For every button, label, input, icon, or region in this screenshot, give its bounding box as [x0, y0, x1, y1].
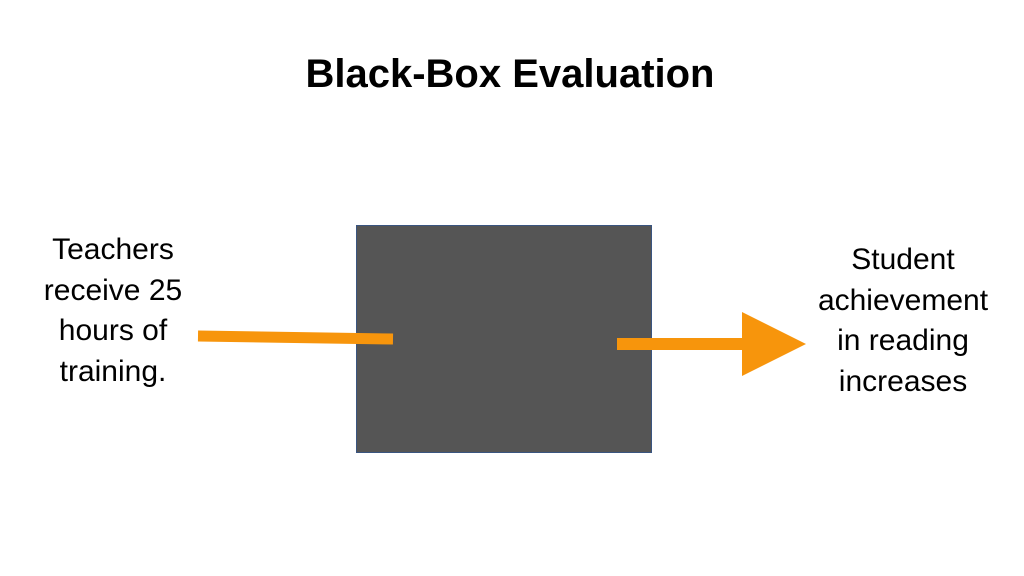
input-label-line: Teachers: [52, 233, 174, 266]
output-label: Student achievement in reading increases: [800, 240, 1006, 402]
output-label-line: achievement: [817, 283, 989, 317]
input-label-line: training.: [59, 354, 167, 388]
black-box: [356, 225, 652, 453]
output-label-line: Student: [851, 243, 955, 276]
output-label-line: in reading: [837, 324, 969, 357]
input-label-line: receive 25: [43, 273, 183, 307]
output-arrow-head: [742, 312, 806, 376]
input-label: Teachers receive 25 hours of training.: [18, 230, 208, 392]
input-label-line: hours of: [58, 314, 168, 347]
output-label-line: increases: [838, 364, 968, 398]
slide-title: Black-Box Evaluation: [305, 52, 715, 96]
